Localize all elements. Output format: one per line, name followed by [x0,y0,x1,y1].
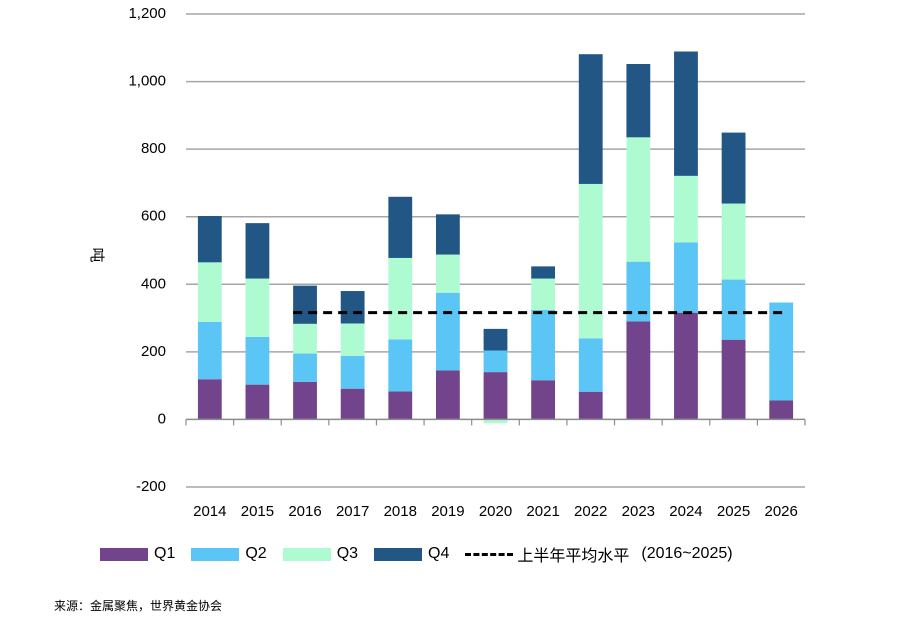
stacked-bar-chart: 2014 2015 2016 2017 2018 2019 2020 2021 2022 2023… [88,5,806,520]
bar-segment-q4-2016 [293,285,317,324]
x-axis: 2014 2015 2016 2017 2018 2019 2020 2021 2022 2023… [185,418,806,520]
bar-segment-q3-2014 [197,262,222,322]
legend: Q1 Q2 Q3 Q4 上半年平均水平 (2016~2025) [100,543,733,565]
bar-segment-q1-2025 [721,339,746,420]
x-tick-label: 2023 [622,503,655,520]
legend-label-q2: Q2 [245,545,267,562]
bar-segment-q2-2020 [483,350,508,373]
bar-segment-q3-2015 [245,278,270,337]
bar-segment-q4-2020 [483,328,508,351]
bar-segment-q4-2014 [197,216,222,263]
bar-segment-q2-2014 [197,321,222,380]
bar-segment-q2-2018 [388,339,413,392]
bar-segment-q2-2026 [769,302,794,401]
bar-segment-q1-2014 [197,379,222,420]
legend-label-q1: Q1 [154,545,176,562]
bar-segment-q1-2019 [435,370,460,420]
bar-segment-q3-2016 [293,323,317,354]
legend-swatch-q1 [100,547,148,561]
y-tick-label: 0 [158,410,166,427]
bar-segment-q4-2018 [388,196,413,258]
y-tick-label: 600 [141,208,166,225]
legend-label-q3: Q3 [336,545,359,562]
bar-segment-q1-2018 [388,391,413,420]
bar-segment-q3-2022 [578,183,603,339]
bar-segment-q2-2015 [245,336,270,385]
bar-segment-q4-2023 [626,64,651,138]
bar-segment-q2-2016 [293,353,317,382]
legend-item-q2: Q2 [191,545,267,563]
bar-segment-q1-2016 [293,381,317,420]
y-tick-label: -200 [136,478,166,495]
x-tick-label: 2020 [479,503,512,520]
gridlines [186,13,805,488]
x-tick-label: 2021 [526,503,559,520]
y-tick-label: 200 [141,343,166,360]
x-tick-label: 2022 [574,503,607,520]
y-axis-label: 吨 [88,247,105,262]
bar-segment-q4-2017 [340,291,365,324]
x-tick-label: 2016 [288,503,321,520]
bar-segment-q3-2020 [483,419,508,424]
bar-segment-q3-2025 [721,203,746,280]
bar-segment-q4-2015 [245,223,270,279]
bar-segment-q1-2021 [531,380,556,420]
legend-swatch-q3 [282,547,331,561]
bar-segment-q3-2023 [626,137,651,262]
bar-segment-q3-2024 [674,175,698,243]
legend-label-average: 上半年平均水平 [517,548,630,565]
legend-label-q4: Q4 [428,545,450,562]
y-tick-label: 400 [141,275,166,292]
bar-segment-q2-2024 [674,242,698,313]
bar-segment-q4-2024 [674,51,698,176]
bar-segment-q2-2025 [721,279,746,340]
legend-item-q1: Q1 [100,545,175,563]
legend-swatch-q2 [191,547,240,561]
bar-segment-q1-2020 [483,372,508,420]
bar-segment-q3-2018 [388,257,413,340]
bar-segment-q1-2022 [578,391,603,420]
bar-segment-q2-2023 [626,261,651,322]
bar-segment-q2-2017 [340,355,365,389]
bar-segment-q1-2015 [245,384,270,420]
bars [197,51,794,424]
source-note: 来源：金属聚焦，世界黄金协会 [54,599,223,613]
bar-segment-q3-2019 [435,254,460,293]
x-tick-label: 2024 [669,503,702,520]
bar-segment-q2-2022 [578,338,603,392]
bar-segment-q1-2023 [626,321,651,420]
bar-segment-q4-2022 [578,54,603,184]
legend-swatch-q4 [374,547,423,561]
y-tick-label: 1,200 [128,5,166,22]
x-tick-label: 2025 [717,503,750,520]
bar-segment-q1-2017 [340,388,365,420]
x-tick-label: 2017 [336,503,369,520]
bar-segment-q1-2026 [769,400,794,420]
bar-segment-q3-2021 [531,278,556,310]
bar-segment-q2-2021 [531,309,556,381]
x-tick-label: 2026 [765,503,798,520]
bar-segment-q2-2019 [435,292,460,371]
x-tick-label: 2014 [193,503,226,520]
bar-segment-q4-2019 [435,214,460,255]
legend-item-q3: Q3 [282,545,359,563]
legend-item-q4: Q4 [374,545,449,563]
bar-segment-q4-2021 [531,266,556,279]
y-axis-tick-labels: -200 0 200 400 600 800 1,000 1,200 [128,5,166,495]
x-tick-label: 2019 [431,503,464,520]
y-tick-label: 1,000 [128,73,166,90]
legend-dash-average [465,552,514,556]
bar-segment-q1-2024 [674,312,698,420]
legend-label-average-range: (2016~2025) [641,545,733,562]
x-tick-label: 2018 [384,503,417,520]
x-tick-label: 2015 [241,503,274,520]
y-tick-label: 800 [141,140,166,157]
bar-segment-q3-2017 [340,323,365,356]
bar-segment-q4-2025 [721,132,746,204]
legend-item-average: 上半年平均水平 (2016~2025) [465,542,733,566]
